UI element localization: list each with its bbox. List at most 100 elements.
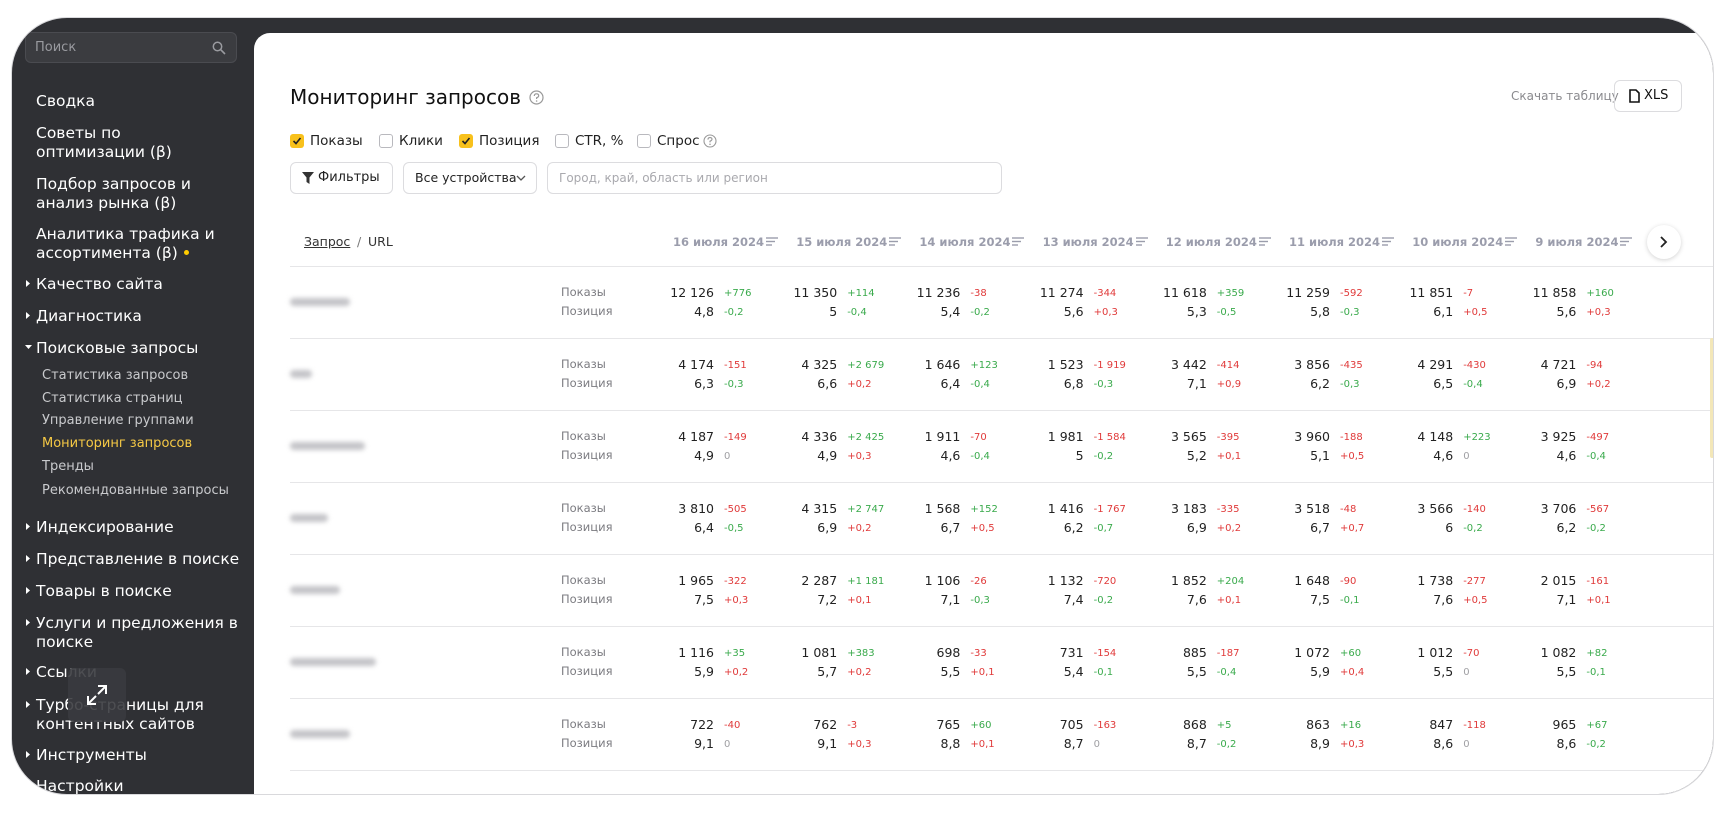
- nav-item[interactable]: Диагностика: [36, 306, 142, 326]
- row-divider: [290, 626, 1713, 627]
- query-header[interactable]: Запрос: [304, 234, 351, 249]
- url-header[interactable]: URL: [368, 234, 393, 249]
- checkbox-label[interactable]: Спрос: [657, 133, 700, 149]
- search-box[interactable]: Поиск: [25, 32, 237, 63]
- nav-item: анализ рынка (β): [36, 193, 176, 213]
- cell-delta: +160: [1586, 288, 1614, 299]
- cell-value: 3 925: [1540, 429, 1577, 444]
- checkbox-label[interactable]: Клики: [399, 133, 443, 149]
- cell-value: 7,2: [817, 592, 838, 607]
- cell-delta: +0,2: [1216, 523, 1242, 534]
- cell-value: 731: [1059, 645, 1084, 660]
- cell-value: 722: [690, 717, 714, 732]
- cell-value: 1 106: [924, 573, 961, 588]
- checkbox[interactable]: [637, 134, 651, 148]
- cell-value: 3 565: [1171, 429, 1207, 444]
- checkbox-label[interactable]: Позиция: [479, 133, 540, 149]
- cell-value: 11 236: [916, 285, 961, 300]
- date-header[interactable]: 10 июля 2024: [1412, 235, 1504, 249]
- checkbox[interactable]: [459, 134, 473, 148]
- date-header[interactable]: 13 июля 2024: [1042, 235, 1134, 249]
- cell-delta: -151: [724, 360, 747, 371]
- cell-value: 4,9: [694, 448, 714, 463]
- cell-value: 7,5: [1310, 592, 1330, 607]
- cell-delta: +0,3: [724, 595, 749, 606]
- cell-delta: -497: [1586, 432, 1610, 443]
- cell-value: 698: [936, 645, 961, 660]
- nav-item[interactable]: Услуги и предложения в: [36, 613, 238, 633]
- nav-subitem[interactable]: Статистика страниц: [42, 391, 183, 406]
- nav-subitem[interactable]: Мониторинг запросов: [42, 436, 193, 451]
- nav-item-label: Товары в поиске: [36, 582, 172, 600]
- cell-value: 2 015: [1540, 573, 1577, 588]
- date-header[interactable]: 11 июля 2024: [1289, 235, 1381, 249]
- arrow-shape: [26, 312, 30, 319]
- checkbox[interactable]: [290, 134, 304, 148]
- checkbox-label[interactable]: CTR, %: [575, 133, 624, 149]
- nav-subitem[interactable]: Тренды: [42, 459, 94, 474]
- cell-value: 5,9: [1310, 664, 1330, 679]
- cell-delta: +0,1: [970, 739, 995, 750]
- filters-button[interactable]: Фильтры: [290, 162, 393, 194]
- date-header[interactable]: 16 июля 2024: [673, 235, 765, 249]
- checkbox[interactable]: [379, 134, 393, 148]
- nav-item[interactable]: Товары в поиске: [36, 581, 172, 601]
- nav-subitem[interactable]: Рекомендованные запросы: [42, 483, 229, 498]
- date-header[interactable]: 12 июля 2024: [1165, 235, 1257, 249]
- nav-item[interactable]: Инструменты: [36, 745, 147, 765]
- cell-value: 4 187: [678, 429, 714, 444]
- cell-value: 7,6: [1186, 592, 1207, 607]
- nav-item[interactable]: Советы по: [36, 123, 121, 143]
- region-input[interactable]: Город, край, область или регион: [547, 162, 1002, 194]
- date-header[interactable]: 15 июля 2024: [796, 235, 888, 249]
- cell-delta: +0,3: [1093, 307, 1118, 318]
- nav-item[interactable]: Индексирование: [36, 517, 174, 537]
- nav-subitem[interactable]: Управление группами: [42, 413, 194, 428]
- cell-delta: -0,3: [1093, 379, 1114, 390]
- cell-value: 2 287: [801, 573, 838, 588]
- nav-item[interactable]: Настройки: [36, 776, 124, 794]
- nav-toggle-arrow: [26, 701, 30, 708]
- next-columns-button[interactable]: [1647, 225, 1681, 259]
- nav-item[interactable]: Сводка: [36, 91, 95, 111]
- cell-delta: -395: [1216, 432, 1240, 443]
- cell-delta: -94: [1586, 360, 1603, 371]
- metric-label: Показы: [561, 501, 606, 515]
- nav-item-label: Диагностика: [36, 307, 142, 325]
- date-header[interactable]: 9 июля 2024: [1535, 235, 1619, 249]
- nav-subitem[interactable]: Статистика запросов: [42, 368, 189, 383]
- cell-value: 4,6: [1433, 448, 1454, 463]
- cell-value: 4,8: [694, 304, 714, 319]
- cell-delta: -0,3: [1340, 307, 1360, 318]
- cell-value: 6,7: [940, 520, 961, 535]
- cell-delta: -0,7: [1093, 523, 1114, 534]
- row-divider: [290, 482, 1713, 483]
- expand-overlay-button[interactable]: [68, 668, 126, 722]
- cell-value: 5,8: [1310, 304, 1330, 319]
- check-mark: [292, 137, 302, 145]
- cell-value: 11 274: [1039, 285, 1084, 300]
- nav-item[interactable]: Подбор запросов и: [36, 174, 191, 194]
- nav-item[interactable]: Качество сайта: [36, 274, 163, 294]
- checkbox[interactable]: [555, 134, 569, 148]
- arrow-shape: [25, 345, 32, 349]
- date-header[interactable]: 14 июля 2024: [919, 235, 1011, 249]
- download-label[interactable]: Скачать таблицу: [1511, 89, 1619, 103]
- cell-value: 9,1: [817, 736, 838, 751]
- checkbox-label[interactable]: Показы: [310, 133, 363, 149]
- cell-value: 3 518: [1294, 501, 1330, 516]
- nav-item-label: Сводка: [36, 92, 96, 110]
- nav-item[interactable]: Поисковые запросы: [36, 338, 198, 358]
- cell-delta: -0,3: [970, 595, 990, 606]
- cell-delta: -1 584: [1093, 432, 1126, 443]
- cell-delta: -344: [1093, 288, 1117, 299]
- device-select[interactable]: Все устройства: [403, 162, 537, 194]
- nav-item[interactable]: Представление в поиске: [36, 549, 239, 569]
- xls-button[interactable]: XLS: [1614, 80, 1682, 112]
- nav-item[interactable]: Аналитика трафика и: [36, 224, 215, 244]
- cell-delta: +0,1: [1586, 595, 1611, 606]
- cell-delta: +82: [1586, 648, 1608, 659]
- header-separator: /: [357, 234, 362, 249]
- chevron-right: [1660, 236, 1668, 248]
